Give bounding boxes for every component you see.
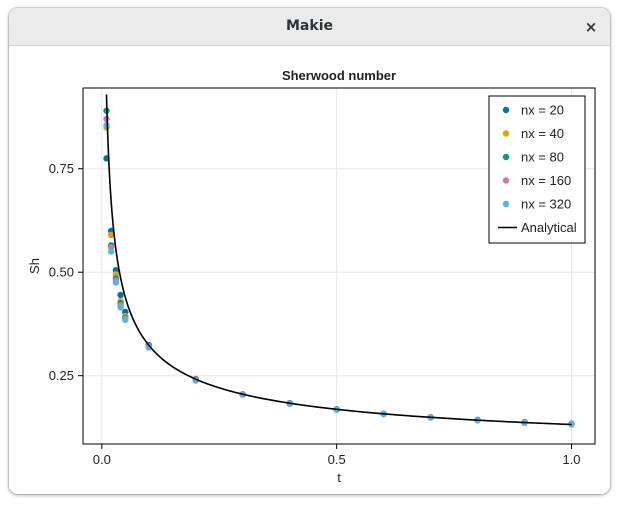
legend-label: nx = 160 (521, 173, 571, 188)
y-tick-label: 0.75 (49, 161, 74, 176)
data-point-nx-320 (122, 316, 129, 324)
close-button[interactable]: × (580, 16, 602, 38)
data-point-nx-320 (117, 304, 124, 311)
legend-label: nx = 20 (521, 103, 564, 118)
legend-marker (502, 130, 510, 137)
legend-marker (502, 106, 510, 114)
legend-marker (502, 177, 510, 184)
analytical-line (105, 94, 572, 426)
legend-label: nx = 80 (521, 150, 564, 165)
app-window: Makie × 0.0 0.5 1.0 0.25 0.50 0.75 Sherwood nu… (9, 8, 610, 494)
data-point-nx-320 (107, 248, 115, 255)
data-point-nx-40 (107, 231, 115, 239)
data-point-nx-320 (568, 421, 575, 428)
legend-marker (502, 153, 510, 161)
legend-marker (502, 200, 510, 208)
x-axis-label: t (337, 470, 341, 485)
x-tick-label: 0.5 (328, 452, 346, 467)
y-axis-label: Sh (27, 258, 42, 274)
sherwood-chart: 0.0 0.5 1.0 0.25 0.50 0.75 Sherwood number t Sh n… (27, 68, 596, 485)
x-tick-label: 0.0 (93, 452, 111, 467)
legend-box (488, 95, 586, 244)
data-point-nx-20 (117, 291, 124, 299)
y-tick-label: 0.50 (49, 265, 74, 280)
y-tick-label: 0.25 (49, 368, 74, 383)
plot-canvas: 0.0 0.5 1.0 0.25 0.50 0.75 Sherwood number t Sh n… (9, 46, 610, 494)
window-title: Makie (286, 18, 333, 34)
title-bar[interactable]: Makie × (9, 8, 610, 46)
data-point-nx-320 (112, 279, 120, 286)
data-point-nx-320 (103, 122, 110, 129)
plot-frame (82, 87, 596, 445)
legend-label: nx = 320 (521, 197, 571, 212)
legend-label: nx = 40 (521, 126, 564, 141)
legend-label: Analytical (521, 220, 577, 235)
chart-title: Sherwood number (282, 68, 396, 83)
x-tick-label: 1.0 (562, 452, 580, 467)
close-icon: × (584, 18, 598, 36)
